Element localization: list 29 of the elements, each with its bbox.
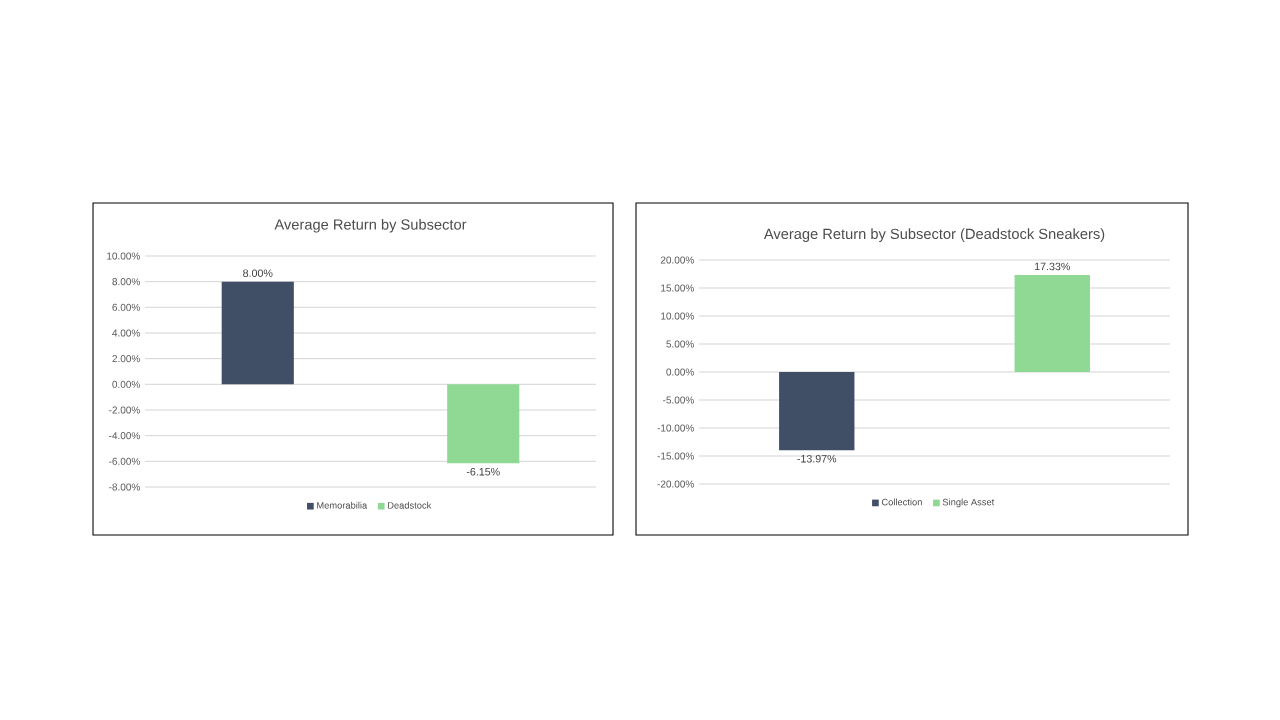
data-label: 17.33% bbox=[1034, 262, 1070, 271]
y-tick-label: -8.00% bbox=[109, 483, 140, 491]
y-tick-label: 5.00% bbox=[666, 340, 694, 348]
chart-title: Average Return by Subsector (Deadstock Sneakers) bbox=[763, 228, 1105, 242]
y-tick-label: 0.00% bbox=[666, 368, 694, 376]
y-tick-label: 2.00% bbox=[112, 355, 140, 363]
legend-label: Deadstock bbox=[387, 501, 432, 509]
y-tick-label: -10.00% bbox=[657, 424, 694, 432]
legend-label: Memorabilia bbox=[317, 501, 368, 509]
y-tick-label: -20.00% bbox=[657, 480, 694, 488]
y-tick-label: 4.00% bbox=[112, 329, 140, 337]
data-label: 8.00% bbox=[243, 269, 273, 277]
y-tick-label: 20.00% bbox=[660, 256, 694, 264]
y-tick-label: 10.00% bbox=[107, 252, 140, 260]
legend-label: Collection bbox=[881, 498, 922, 506]
data-label: -6.15% bbox=[466, 467, 500, 476]
y-tick-label: -15.00% bbox=[657, 452, 694, 460]
y-tick-label: 8.00% bbox=[112, 278, 140, 286]
y-tick-label: -2.00% bbox=[109, 406, 140, 414]
data-label: -13.97% bbox=[797, 454, 837, 463]
chart-title: Average Return by Subsector bbox=[274, 218, 467, 233]
y-tick-label: -6.00% bbox=[109, 457, 140, 465]
legend-label: Single Asset bbox=[942, 498, 995, 508]
y-tick-label: 0.00% bbox=[112, 380, 140, 388]
y-tick-label: -4.00% bbox=[109, 432, 140, 440]
y-tick-label: -5.00% bbox=[663, 396, 694, 404]
y-tick-label: 15.00% bbox=[661, 284, 694, 292]
y-tick-label: 10.00% bbox=[661, 312, 694, 320]
y-tick-label: 6.00% bbox=[112, 303, 140, 311]
